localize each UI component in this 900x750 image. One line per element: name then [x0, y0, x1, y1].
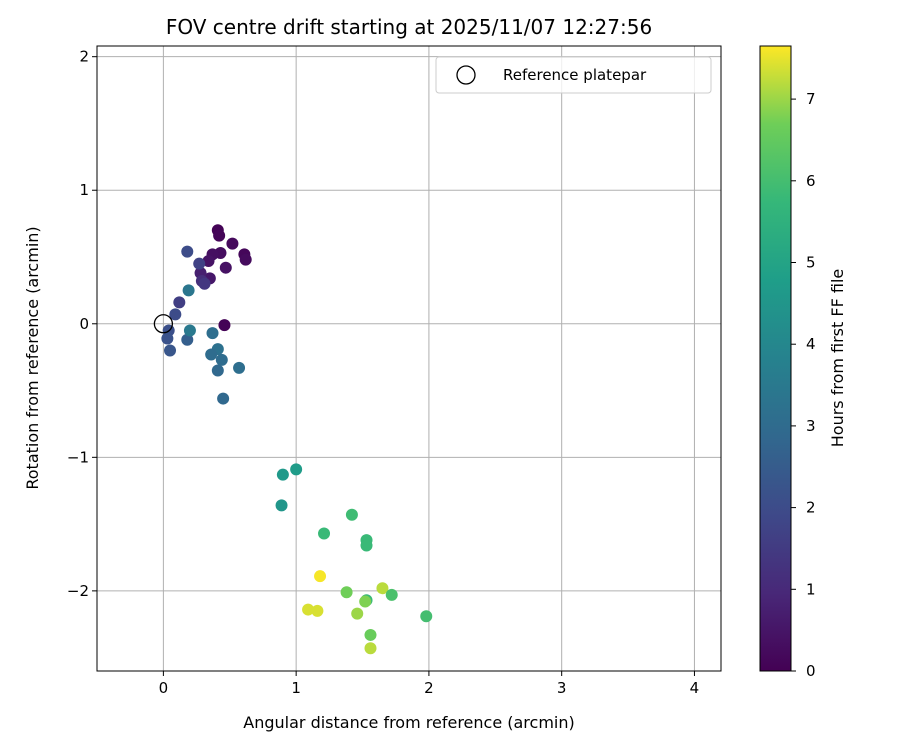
scatter-point — [345, 508, 358, 521]
scatter-point — [202, 255, 215, 268]
scatter-point — [198, 277, 211, 290]
scatter-point — [340, 586, 353, 599]
scatter-point — [218, 319, 231, 332]
y-tick-label: −1 — [67, 448, 89, 466]
scatter-point — [364, 642, 377, 655]
scatter-point — [276, 468, 289, 481]
y-tick-label: 1 — [79, 181, 89, 199]
colorbar-tick-label: 2 — [806, 499, 816, 517]
scatter-points — [161, 224, 433, 655]
plot-frame — [96, 45, 722, 672]
scatter-point — [314, 570, 327, 583]
y-tick-label: 0 — [79, 315, 89, 333]
colorbar-tick-label: 0 — [806, 662, 816, 680]
scatter-point — [173, 296, 186, 309]
x-tick-label: 0 — [159, 679, 169, 697]
scatter-point — [169, 308, 182, 321]
x-axis-label: Angular distance from reference (arcmin) — [243, 713, 574, 732]
scatter-point — [205, 348, 218, 361]
scatter-point — [360, 539, 373, 552]
grid-lines — [97, 46, 721, 671]
colorbar-label: Hours from first FF file — [828, 269, 847, 448]
scatter-point — [239, 253, 252, 266]
colorbar-tick-label: 7 — [806, 90, 816, 108]
colorbar-tick-label: 5 — [806, 254, 816, 272]
scatter-point — [183, 324, 196, 337]
legend: Reference platepar — [435, 56, 712, 94]
scatter-point — [215, 353, 228, 366]
y-axis-ticks: −2 −1 0 1 2 — [67, 48, 97, 600]
x-tick-label: 3 — [557, 679, 567, 697]
scatter-point — [182, 284, 195, 297]
scatter-point — [161, 332, 174, 345]
scatter-point — [318, 527, 331, 540]
scatter-point — [311, 604, 324, 617]
y-axis-label: Rotation from reference (arcmin) — [23, 226, 42, 489]
colorbar-tick-label: 1 — [806, 580, 816, 598]
scatter-point — [217, 392, 230, 405]
scatter-point — [376, 582, 389, 595]
legend-label: Reference platepar — [503, 66, 647, 84]
colorbar: 0 1 2 3 4 5 6 7 Hours from first FF file — [759, 45, 847, 680]
colorbar-gradient — [759, 45, 792, 672]
scatter-point — [290, 463, 303, 476]
x-tick-label: 2 — [424, 679, 434, 697]
scatter-point — [302, 603, 315, 616]
y-tick-label: 2 — [79, 48, 89, 66]
x-tick-label: 1 — [291, 679, 301, 697]
scatter-point — [164, 344, 177, 357]
scatter-point — [233, 361, 246, 374]
scatter-point — [181, 333, 194, 346]
reference-platepar-marker — [153, 314, 174, 334]
scatter-point — [219, 261, 232, 274]
scatter-point — [359, 595, 372, 608]
x-axis-ticks: 0 1 2 3 4 — [159, 671, 700, 697]
legend-box — [435, 56, 712, 94]
scatter-point — [213, 229, 226, 242]
legend-marker — [456, 65, 476, 85]
colorbar-ticks: 0 1 2 3 4 5 6 7 — [791, 90, 816, 680]
scatter-point — [206, 327, 219, 340]
chart-title: FOV centre drift starting at 2025/11/07 … — [166, 15, 652, 39]
scatter-point — [420, 610, 433, 623]
scatter-point — [181, 245, 194, 258]
colorbar-tick-label: 3 — [806, 417, 816, 435]
y-tick-label: −2 — [67, 582, 89, 600]
colorbar-tick-label: 4 — [806, 335, 816, 353]
scatter-point — [351, 607, 364, 620]
scatter-point — [364, 628, 377, 641]
scatter-point — [385, 588, 398, 601]
scatter-point — [193, 257, 206, 270]
scatter-point — [275, 499, 288, 512]
scatter-point — [226, 237, 239, 250]
x-tick-label: 4 — [690, 679, 700, 697]
scatter-point — [211, 364, 224, 377]
colorbar-tick-label: 6 — [806, 172, 816, 190]
